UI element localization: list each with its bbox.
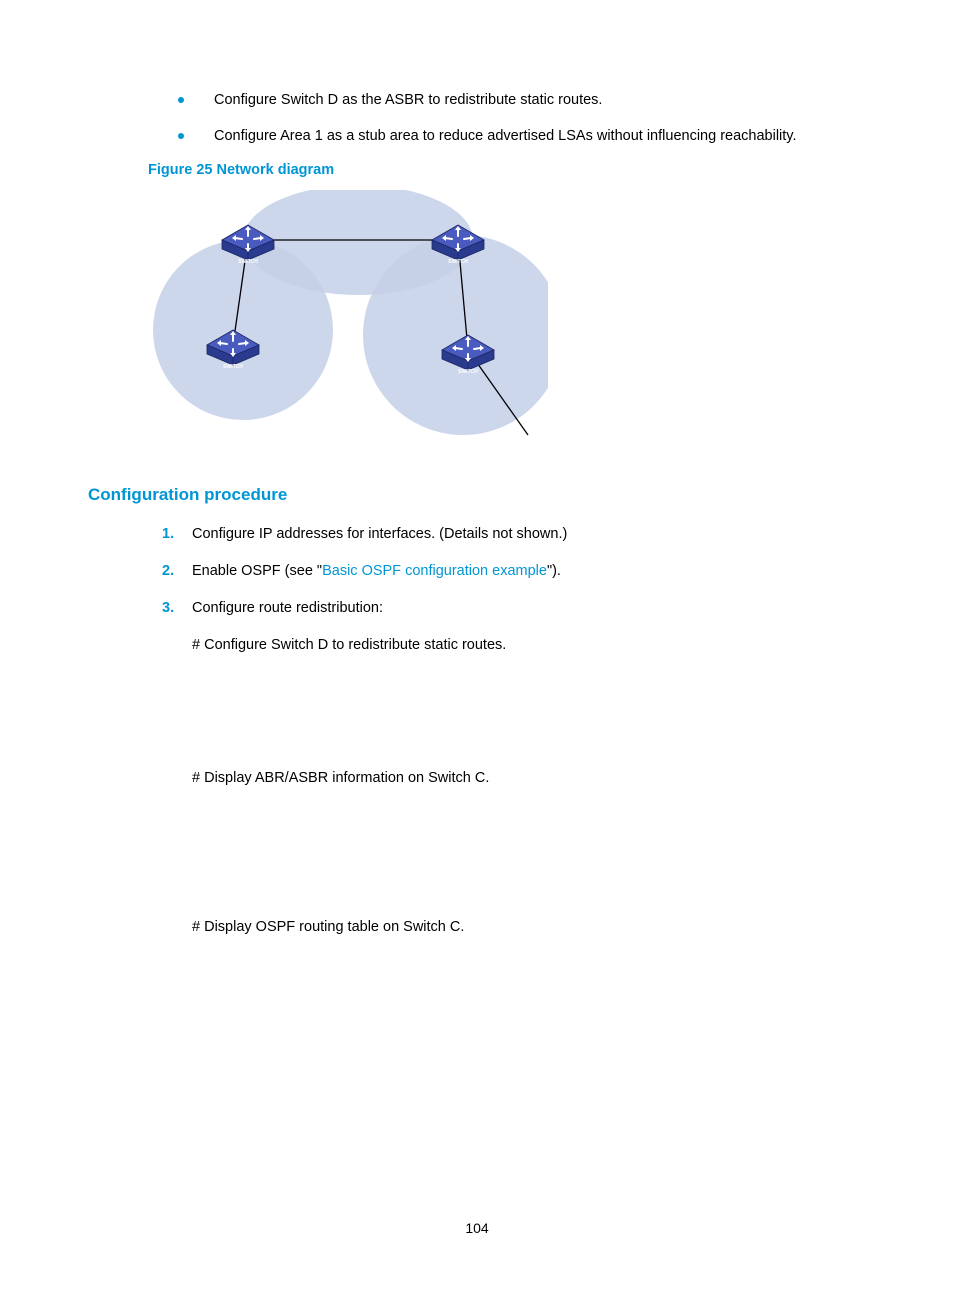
bullet-item: Configure Area 1 as a stub area to reduc… bbox=[178, 126, 866, 148]
svg-text:SWITCH: SWITCH bbox=[238, 259, 258, 265]
step-number: 1. bbox=[148, 523, 192, 546]
bullet-item: Configure Switch D as the ASBR to redist… bbox=[178, 90, 866, 112]
sub-step: # Display OSPF routing table on Switch C… bbox=[192, 916, 866, 939]
step-text: Configure route redistribution: bbox=[192, 597, 866, 620]
step-text: Enable OSPF (see "Basic OSPF configurati… bbox=[192, 560, 866, 583]
section-heading: Configuration procedure bbox=[88, 485, 866, 505]
network-diagram: SWITCH SWITCH SWITCH SWITCH bbox=[148, 190, 866, 455]
figure-caption: Figure 25 Network diagram bbox=[148, 162, 866, 178]
content-gap bbox=[88, 671, 866, 767]
sub-step: # Display ABR/ASBR information on Switch… bbox=[192, 767, 866, 790]
sub-step: # Configure Switch D to redistribute sta… bbox=[192, 634, 866, 657]
step-text-before: Enable OSPF (see " bbox=[192, 563, 322, 579]
step-item: 3. Configure route redistribution: bbox=[148, 597, 866, 620]
bullet-text: Configure Switch D as the ASBR to redist… bbox=[214, 90, 602, 112]
intro-bullets: Configure Switch D as the ASBR to redist… bbox=[178, 90, 866, 148]
step-text-before: Configure route redistribution: bbox=[192, 600, 383, 616]
content-gap bbox=[88, 804, 866, 916]
step-link[interactable]: Basic OSPF configuration example bbox=[322, 563, 547, 579]
step-number: 2. bbox=[148, 560, 192, 583]
svg-text:SWITCH: SWITCH bbox=[223, 364, 243, 370]
svg-text:SWITCH: SWITCH bbox=[448, 259, 468, 265]
step-item: 2. Enable OSPF (see "Basic OSPF configur… bbox=[148, 560, 866, 583]
step-number: 3. bbox=[148, 597, 192, 620]
svg-text:SWITCH: SWITCH bbox=[458, 369, 478, 375]
step-text: Configure IP addresses for interfaces. (… bbox=[192, 523, 866, 546]
step-text-before: Configure IP addresses for interfaces. (… bbox=[192, 526, 567, 542]
step-text-after: "). bbox=[547, 563, 561, 579]
diagram-svg: SWITCH SWITCH SWITCH SWITCH bbox=[148, 190, 548, 450]
procedure-steps: 1. Configure IP addresses for interfaces… bbox=[148, 523, 866, 621]
bullet-text: Configure Area 1 as a stub area to reduc… bbox=[214, 126, 797, 148]
step-item: 1. Configure IP addresses for interfaces… bbox=[148, 523, 866, 546]
bullet-icon bbox=[178, 133, 184, 139]
page-number: 104 bbox=[0, 1220, 954, 1236]
bullet-icon bbox=[178, 97, 184, 103]
